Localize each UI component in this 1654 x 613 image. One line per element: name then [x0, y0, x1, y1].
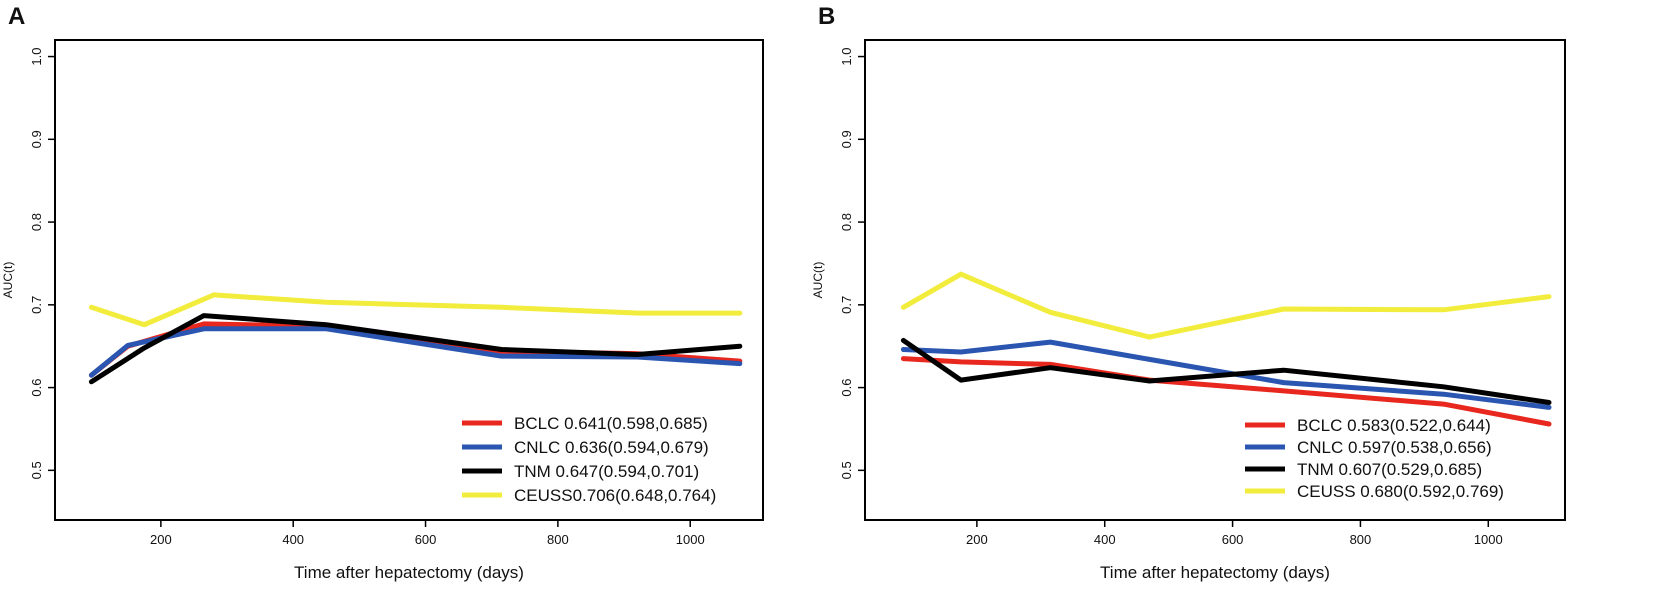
x-tick-label: 200 [966, 532, 988, 547]
legend-label-tnm: TNM 0.607(0.529,0.685) [1297, 460, 1482, 479]
x-tick-label: 800 [1350, 532, 1372, 547]
legend-label-bclc: BCLC 0.641(0.598,0.685) [514, 414, 708, 433]
y-tick-label: 1.0 [839, 48, 854, 66]
plot-frame [54, 39, 764, 521]
x-tick-label: 800 [547, 532, 569, 547]
legend: BCLC 0.641(0.598,0.685) CNLC 0.636(0.594,… [462, 414, 716, 505]
series-line-cnlc [900, 339, 1552, 410]
x-tick-label: 1000 [676, 532, 705, 547]
x-axis-label: Time after hepatectomy (days) [1100, 563, 1330, 582]
legend-label-cnlc: CNLC 0.636(0.594,0.679) [514, 438, 709, 457]
x-tick-label: 600 [415, 532, 437, 547]
x-tick-label: 400 [282, 532, 304, 547]
y-tick-label: 0.6 [839, 379, 854, 397]
panel-b: B 200 400 600 800 1000 0.5 0.6 0.7 0.8 0.9 1.0 Time … [811, 3, 1566, 582]
legend-label-ceuss: CEUSS 0.680(0.592,0.769) [1297, 482, 1504, 501]
y-tick-label: 0.7 [29, 296, 44, 314]
y-tick-label: 0.8 [839, 213, 854, 231]
legend-label-ceuss: CEUSS0.706(0.648,0.764) [514, 486, 716, 505]
y-tick-label: 0.5 [29, 461, 44, 479]
y-tick-label: 0.7 [839, 296, 854, 314]
y-axis-label: AUC(t) [1, 262, 15, 299]
y-tick-label: 0.9 [839, 130, 854, 148]
x-tick-label: 400 [1094, 532, 1116, 547]
series-line-tnm [88, 313, 743, 385]
series-line-bclc [900, 356, 1552, 427]
x-tick-label: 1000 [1474, 532, 1503, 547]
legend: BCLC 0.583(0.522,0.644) CNLC 0.597(0.538,… [1245, 416, 1504, 501]
legend-label-cnlc: CNLC 0.597(0.538,0.656) [1297, 438, 1492, 457]
y-axis-label: AUC(t) [811, 262, 825, 299]
y-tick-label: 0.6 [29, 379, 44, 397]
x-tick-label: 200 [150, 532, 172, 547]
series-line-tnm [900, 337, 1552, 405]
series-line-ceuss [900, 271, 1552, 340]
plot-frame [864, 39, 1566, 521]
y-tick-label: 0.8 [29, 213, 44, 231]
panel-label: A [8, 3, 25, 30]
panel-label: B [818, 3, 835, 30]
y-tick-label: 0.5 [839, 461, 854, 479]
x-tick-label: 600 [1222, 532, 1244, 547]
panel-a: A 200 400 600 800 1000 0.5 0.6 0.7 0.8 0.9 1.0 Time … [1, 3, 764, 582]
y-tick-label: 1.0 [29, 48, 44, 66]
series-line-cnlc [88, 326, 743, 378]
y-tick-label: 0.9 [29, 130, 44, 148]
legend-label-tnm: TNM 0.647(0.594,0.701) [514, 462, 699, 481]
legend-label-bclc: BCLC 0.583(0.522,0.644) [1297, 416, 1491, 435]
series-line-ceuss [88, 292, 743, 328]
x-axis-label: Time after hepatectomy (days) [294, 563, 524, 582]
